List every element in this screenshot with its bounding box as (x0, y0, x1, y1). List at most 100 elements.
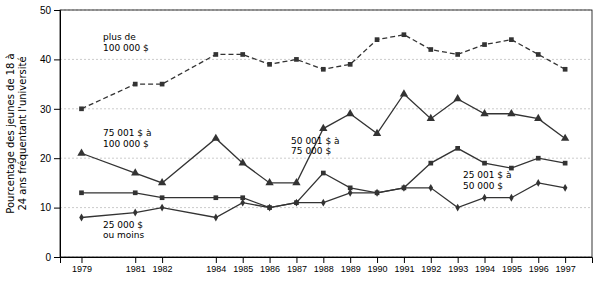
tick-mark (296, 257, 297, 263)
marker (509, 194, 514, 202)
tick-label: 10 (40, 202, 52, 213)
marks (77, 32, 569, 221)
y-tick: 10 (40, 202, 60, 213)
x-tick: 1988 (314, 257, 334, 274)
tick-label: 1987 (287, 264, 307, 274)
tick-mark (565, 257, 566, 263)
tick-mark (538, 257, 539, 263)
marker (158, 178, 166, 185)
marker (507, 109, 515, 116)
tick-label: 1996 (529, 264, 549, 274)
marker (453, 94, 461, 101)
tick-label: 1992 (421, 264, 441, 274)
tick-mark (54, 158, 60, 159)
marker (239, 158, 247, 165)
marker (402, 32, 407, 37)
grid-line (60, 158, 592, 159)
marker (213, 52, 218, 57)
annotation-line: ou moins (103, 230, 145, 240)
marker (133, 190, 138, 195)
tick-label: 1979 (72, 264, 92, 274)
x-tick: 1982 (153, 257, 173, 274)
tick-mark (350, 257, 351, 263)
tick-label: 1981 (126, 264, 146, 274)
annotation-line: 50 001 $ à (291, 136, 339, 146)
y-axis-title-line: 24 ans fréquentant l'université (17, 56, 28, 210)
marker (346, 109, 354, 116)
tick-label: 30 (40, 104, 52, 115)
annotation-line: plus de (103, 32, 136, 42)
marker (79, 214, 84, 222)
y-axis-title: Pourcentage des jeunes de 18 à24 ans fré… (5, 53, 28, 213)
x-tick: 1994 (475, 257, 495, 274)
marker (482, 42, 487, 47)
tick-label: 1990 (368, 264, 388, 274)
tick-mark (216, 257, 217, 263)
x-tick: 1989 (341, 257, 361, 274)
tick-mark (431, 257, 432, 263)
marker (240, 199, 245, 207)
tick-mark (54, 257, 60, 258)
marker (77, 148, 85, 155)
tick-label: 1997 (556, 264, 576, 274)
tick-label: 0 (45, 252, 51, 263)
marker (536, 179, 541, 187)
tick-label: 1984 (206, 264, 226, 274)
marker (563, 161, 568, 166)
axis-line (54, 11, 61, 258)
axis-line (61, 258, 593, 264)
marker (79, 190, 84, 195)
tick-mark (162, 257, 163, 263)
tick-label: 1989 (341, 264, 361, 274)
annotation: plus de100 000 $ (103, 32, 149, 53)
line (81, 94, 565, 183)
line (81, 35, 565, 109)
grid (60, 10, 592, 257)
x-axis: 1979 1981 1982 1984 1985 1986 1987 1988 1989 1990… (61, 257, 593, 274)
tick-label: 40 (40, 54, 52, 65)
marker (536, 156, 541, 161)
x-tick: 1997 (556, 257, 576, 274)
tick-label: 1994 (475, 264, 495, 274)
annotation-line: 50 000 $ (463, 181, 503, 191)
tick-mark (54, 59, 60, 60)
tick-mark (485, 257, 486, 263)
tick-mark (458, 257, 459, 263)
tick-label: 1985 (233, 264, 253, 274)
grid-line (60, 108, 592, 109)
y-tick: 40 (40, 54, 60, 65)
marker (321, 171, 326, 176)
marker (267, 62, 272, 67)
marker (561, 134, 569, 141)
x-tick: 1992 (421, 257, 441, 274)
tick-label: 1982 (153, 264, 173, 274)
x-tick: 1981 (126, 257, 146, 274)
annotations: plus de100 000 $75 001 $ à100 000 $50 00… (103, 32, 512, 241)
marker (160, 82, 165, 87)
tick-mark (511, 257, 512, 263)
tick-mark (404, 257, 405, 263)
chart: 1979 1981 1982 1984 1985 1986 1987 1988 1989 1990… (0, 0, 604, 281)
annotation-line: 75 001 $ à (103, 128, 151, 138)
tick-mark (270, 257, 271, 263)
marker (212, 134, 220, 141)
y-tick: 20 (40, 153, 60, 164)
marker (534, 114, 542, 121)
marker (400, 89, 408, 96)
marker (321, 199, 326, 207)
annotation: 25 001 $ à50 000 $ (463, 170, 511, 191)
grid-line (60, 207, 592, 208)
marker (348, 62, 353, 67)
x-tick: 1985 (233, 257, 253, 274)
annotation-line: 75 000 $ (291, 146, 331, 156)
x-tick: 1996 (529, 257, 549, 274)
tick-label: 1986 (260, 264, 280, 274)
tick-label: 1995 (502, 264, 522, 274)
marker (265, 178, 273, 185)
line (81, 148, 565, 207)
marker (455, 52, 460, 57)
annotation: 25 000 $ou moins (103, 220, 145, 241)
marker (482, 194, 487, 202)
marker (292, 178, 300, 185)
x-tick: 1979 (72, 257, 92, 274)
